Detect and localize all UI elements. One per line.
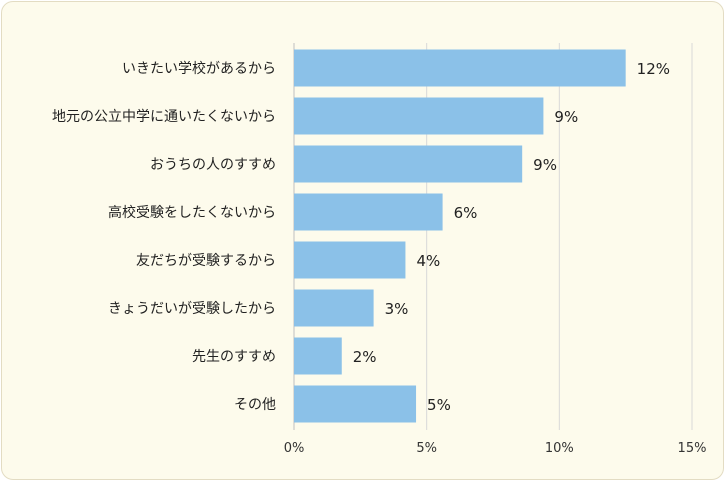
value-label: 5% bbox=[427, 396, 451, 414]
value-label: 6% bbox=[454, 204, 478, 222]
category-label: 地元の公立中学に通いたくないから bbox=[52, 109, 276, 125]
bar bbox=[294, 193, 443, 231]
bar bbox=[294, 337, 342, 375]
bar bbox=[294, 145, 523, 183]
x-tick-label: 0% bbox=[284, 441, 305, 456]
value-label: 2% bbox=[353, 348, 377, 366]
category-label: きょうだいが受験したから bbox=[108, 301, 276, 317]
category-label: いきたい学校があるから bbox=[122, 60, 276, 77]
value-label: 9% bbox=[554, 108, 578, 126]
bar bbox=[294, 49, 626, 87]
x-tick-label: 5% bbox=[416, 441, 437, 456]
value-label: 4% bbox=[416, 252, 440, 270]
labels: 0% 5% 10% 15% いきたい学校があるから 12% 地元の公立中学に通いたくないから… bbox=[52, 60, 706, 456]
bar bbox=[294, 241, 406, 279]
category-label: おうちの人のすすめ bbox=[150, 157, 276, 173]
bar bbox=[294, 97, 544, 135]
value-label: 9% bbox=[533, 156, 557, 174]
category-label: その他 bbox=[234, 397, 276, 413]
category-label: 友だちが受験するから bbox=[136, 253, 276, 269]
category-label: 先生のすすめ bbox=[192, 349, 276, 365]
bar bbox=[294, 289, 374, 327]
bar bbox=[294, 385, 417, 423]
x-tick-label: 10% bbox=[545, 441, 574, 456]
x-tick-label: 15% bbox=[678, 441, 707, 456]
category-label: 高校受験をしたくないから bbox=[108, 204, 276, 221]
value-label: 12% bbox=[637, 60, 670, 78]
value-label: 3% bbox=[385, 300, 409, 318]
bars bbox=[294, 49, 626, 423]
